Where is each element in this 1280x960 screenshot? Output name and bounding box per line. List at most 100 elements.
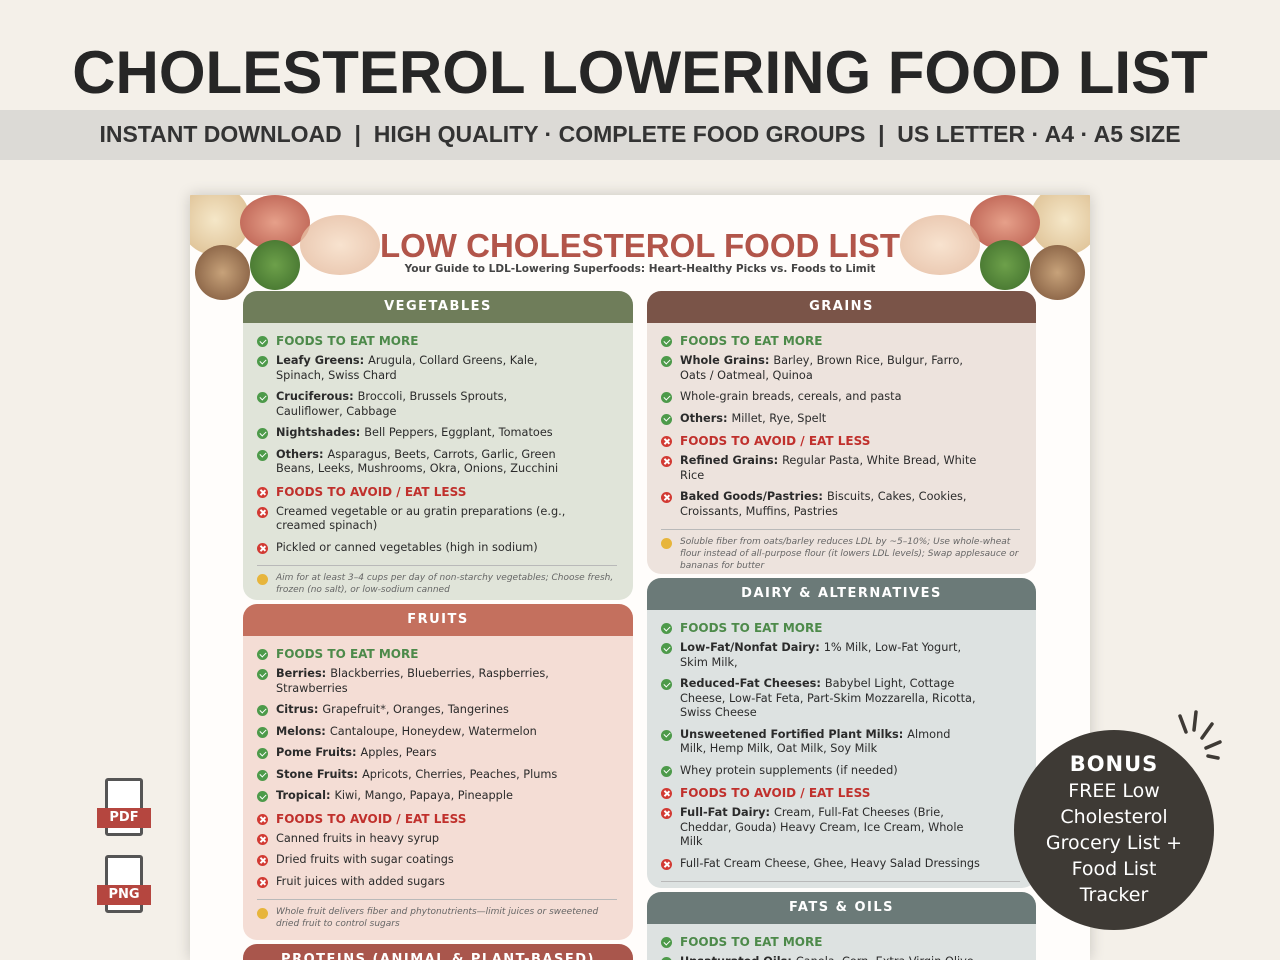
section-tip: Whole fruit delivers fiber and phytonutr… <box>257 899 617 930</box>
item-text: Full-Fat Dairy: Cream, Full-Fat Cheeses (… <box>680 806 980 850</box>
sheet-title: LOW CHOLESTEROL FOOD LIST <box>379 227 901 264</box>
item-icon <box>661 957 672 960</box>
item-text: Creamed vegetable or au gratin preparati… <box>276 505 576 534</box>
section-header: FRUITS <box>243 604 633 636</box>
eat-more-heading: FOODS TO EAT MORE <box>257 334 617 348</box>
item-icon <box>661 729 672 741</box>
item-icon <box>661 808 672 819</box>
eat-more-text: FOODS TO EAT MORE <box>680 334 823 348</box>
item-detail: Fruit juices with added sugars <box>276 874 445 888</box>
item-icon <box>257 392 268 403</box>
item-label: Others: <box>276 447 324 461</box>
list-item: Full-Fat Dairy: Cream, Full-Fat Cheeses (… <box>661 806 1020 850</box>
item-icon <box>661 643 672 654</box>
item-text: Fruit juices with added sugars <box>276 875 445 890</box>
item-text: Low-Fat/Nonfat Dairy: 1% Milk, Low-Fat Yo… <box>680 641 980 670</box>
list-item: Berries: Blackberries, Blueberries, Raspb… <box>257 667 617 696</box>
eat-more-text: FOODS TO EAT MORE <box>680 935 823 949</box>
file-format-icon: PNG <box>97 855 151 915</box>
list-item: Pickled or canned vegetables (high in so… <box>257 541 617 556</box>
eat-icon <box>257 336 268 347</box>
eat-more-text: FOODS TO EAT MORE <box>680 621 823 635</box>
list-item: Unsweetened Fortified Plant Milks: Almond… <box>661 728 1020 757</box>
eat-icon <box>661 937 672 948</box>
item-label: Stone Fruits: <box>276 767 359 781</box>
item-label: Tropical: <box>276 789 331 802</box>
avoid-heading: FOODS TO AVOID / EAT LESS <box>661 434 1020 448</box>
subtitle-band <box>0 110 1280 160</box>
item-detail: Cantaloupe, Honeydew, Watermelon <box>329 724 537 738</box>
item-text: Unsaturated Oils: Canola, Corn, Extra-Vir… <box>680 955 974 960</box>
section-header: DAIRY & ALTERNATIVES <box>647 578 1036 610</box>
item-icon <box>257 428 268 439</box>
item-label: Whole Grains: <box>680 354 770 367</box>
food-section: DAIRY & ALTERNATIVES FOODS TO EAT MORE Low… <box>647 578 1036 888</box>
item-label: Unsaturated Oils: <box>680 955 792 960</box>
item-text: Dried fruits with sugar coatings <box>276 853 454 868</box>
item-text: Whey protein supplements (if needed) <box>680 764 898 779</box>
eat-more-heading: FOODS TO EAT MORE <box>661 334 1020 348</box>
item-icon <box>257 356 268 367</box>
tip-text: Soluble fiber from oats/barley reduces L… <box>680 537 1019 571</box>
food-decoration <box>250 240 300 290</box>
item-text: Whole-grain breads, cereals, and pasta <box>680 390 902 405</box>
food-decoration <box>1030 245 1085 300</box>
item-detail: Apples, Pears <box>360 746 437 759</box>
eat-more-heading: FOODS TO EAT MORE <box>661 935 1020 949</box>
section-tip: Choose unflavored options; Swap to low-f… <box>661 881 1020 888</box>
item-text: Leafy Greens: Arugula, Collard Greens, Ka… <box>276 354 576 383</box>
section-body: FOODS TO EAT MORE Low-Fat/Nonfat Dairy: 1%… <box>647 610 1036 888</box>
item-icon <box>257 726 268 738</box>
page-title: CHOLESTEROL LOWERING FOOD LIST <box>72 39 1208 106</box>
item-detail: Regular Pasta, White Bread, White Rice <box>680 454 977 482</box>
section-body: FOODS TO EAT MORE Whole Grains: Barley, Br… <box>647 323 1036 574</box>
food-section: FRUITS FOODS TO EAT MORE Berries: Blackberr… <box>243 604 633 940</box>
avoid-text: FOODS TO AVOID / EAT LESS <box>680 434 871 448</box>
item-label: Baked Goods/Pastries: <box>680 490 823 503</box>
list-item: Low-Fat/Nonfat Dairy: 1% Milk, Low-Fat Yo… <box>661 641 1020 670</box>
list-item: Unsaturated Oils: Canola, Corn, Extra-Vir… <box>661 955 1020 960</box>
item-label: Unsweetened Fortified Plant Milks: <box>680 727 904 741</box>
item-icon <box>661 356 672 367</box>
section-header: PROTEINS (ANIMAL & PLANT-BASED) <box>243 944 633 960</box>
file-format-icon: PDF <box>97 778 151 838</box>
tip-icon <box>257 908 268 919</box>
item-text: Pome Fruits: Apples, Pears <box>276 746 437 761</box>
item-label: Cruciferous: <box>276 390 354 403</box>
item-text: Refined Grains: Regular Pasta, White Brea… <box>680 454 980 483</box>
list-item: Fruit juices with added sugars <box>257 875 617 890</box>
section-body: FOODS TO EAT MORE Leafy Greens: Arugula, C… <box>243 323 633 600</box>
bonus-badge: BONUS FREE Low Cholesterol Grocery List … <box>1014 730 1214 930</box>
item-icon <box>257 791 268 802</box>
item-label: Reduced-Fat Cheeses: <box>680 677 821 690</box>
list-item: Cruciferous: Broccoli, Brussels Sprouts, … <box>257 390 617 419</box>
food-decoration <box>900 215 980 275</box>
eat-more-heading: FOODS TO EAT MORE <box>661 621 1020 635</box>
avoid-heading: FOODS TO AVOID / EAT LESS <box>661 786 1020 800</box>
list-item: Full-Fat Cream Cheese, Ghee, Heavy Salad… <box>661 857 1020 872</box>
item-text: Whole Grains: Barley, Brown Rice, Bulgur,… <box>680 354 980 383</box>
item-label: Melons: <box>276 724 326 738</box>
item-detail: Canned fruits in heavy syrup <box>276 831 440 845</box>
item-text: Cruciferous: Broccoli, Brussels Sprouts, … <box>276 390 576 419</box>
avoid-heading: FOODS TO AVOID / EAT LESS <box>257 485 617 499</box>
bonus-heading: BONUS <box>1069 752 1159 776</box>
item-label: Low-Fat/Nonfat Dairy: <box>680 641 820 654</box>
list-item: Tropical: Kiwi, Mango, Papaya, Pineapple <box>257 789 617 804</box>
item-detail: Dried fruits with sugar coatings <box>276 853 454 866</box>
item-icon <box>661 679 672 690</box>
item-text: Unsweetened Fortified Plant Milks: Almond… <box>680 728 980 757</box>
item-icon <box>661 765 672 777</box>
section-header: VEGETABLES <box>243 291 633 323</box>
food-list-sheet: LOW CHOLESTEROL FOOD LIST Your Guide to … <box>190 195 1090 960</box>
item-detail: Grapefruit*, Oranges, Tangerines <box>322 703 509 716</box>
item-label: Refined Grains: <box>680 454 779 467</box>
item-detail: Broccoli, Brussels Sprouts, Cauliflower,… <box>276 390 508 418</box>
item-text: Citrus: Grapefruit*, Oranges, Tangerines <box>276 703 509 718</box>
list-item: Melons: Cantaloupe, Honeydew, Watermelon <box>257 725 617 740</box>
item-icon <box>661 492 672 503</box>
item-detail: Blackberries, Blueberries, Raspberries, … <box>276 667 549 695</box>
item-icon <box>257 669 268 680</box>
eat-icon <box>257 649 268 660</box>
file-format-label: PNG <box>97 885 151 905</box>
